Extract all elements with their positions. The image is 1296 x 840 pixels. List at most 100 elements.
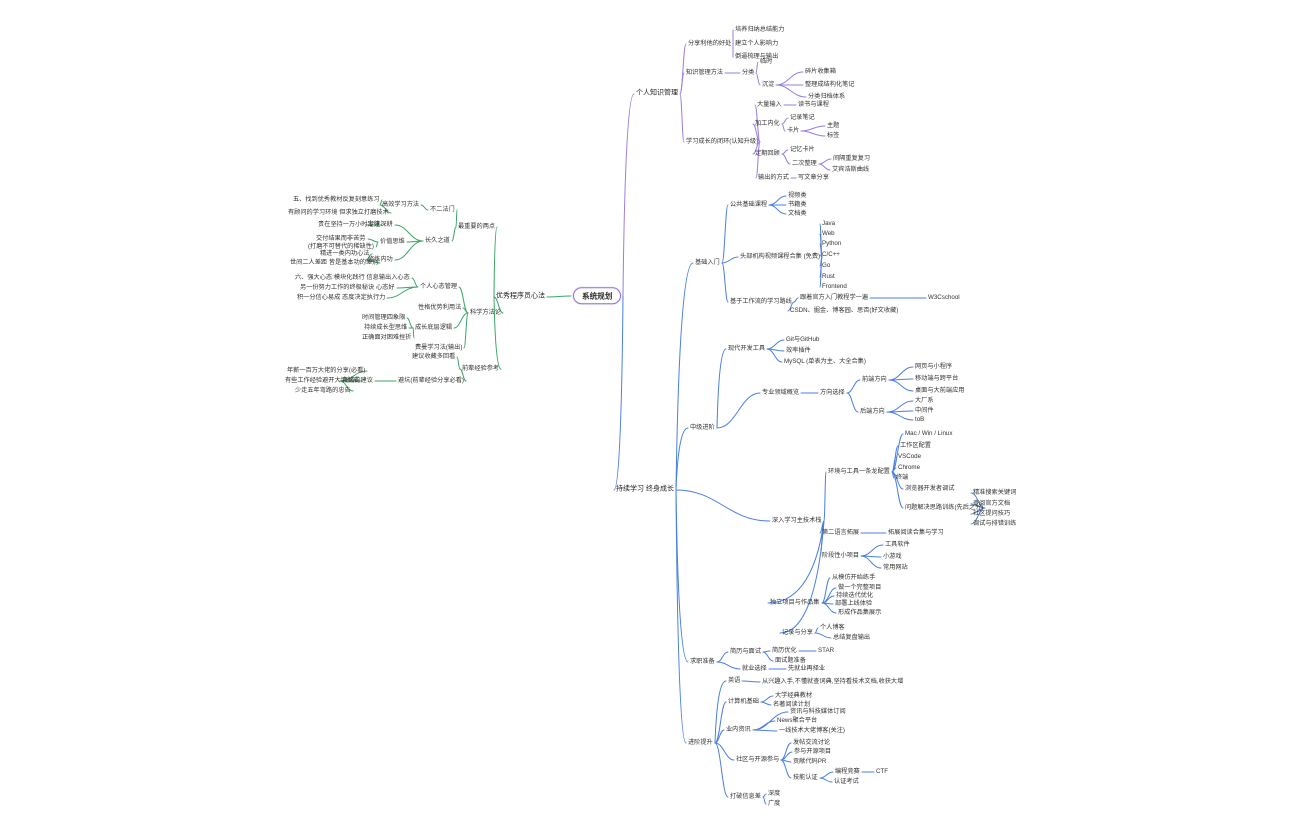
mindmap-node[interactable]: 输出的方式 bbox=[758, 174, 789, 182]
mindmap-node[interactable]: 有些工作经验避开大坑就成 bbox=[285, 377, 360, 385]
mindmap-node[interactable]: News聚合平台 bbox=[777, 717, 818, 725]
mindmap-node[interactable]: STAR bbox=[818, 647, 835, 655]
mindmap-node[interactable]: 个人博客 bbox=[820, 624, 845, 632]
mindmap-node[interactable]: 临时 bbox=[760, 58, 773, 66]
mindmap-node[interactable]: 编程竞赛 bbox=[835, 768, 860, 776]
mindmap-node[interactable]: 中间件 bbox=[915, 407, 934, 415]
mindmap-node[interactable]: 浏览器开发者调试 bbox=[905, 485, 955, 493]
mindmap-node[interactable]: 工具软件 bbox=[885, 541, 910, 549]
mindmap-node[interactable]: VSCode bbox=[898, 453, 922, 461]
mindmap-node[interactable]: 持续迭代优化 bbox=[836, 592, 874, 600]
mindmap-node[interactable]: 视频类 bbox=[788, 192, 807, 200]
mindmap-node[interactable]: 有顾问的学习环境 但求独立打磨技术 bbox=[288, 209, 389, 217]
mindmap-node[interactable]: 桌面与大前端应用 bbox=[915, 387, 965, 395]
mindmap-node[interactable]: CTF bbox=[876, 768, 889, 776]
mindmap-node[interactable]: 认证考试 bbox=[834, 778, 859, 786]
mindmap-node[interactable]: 学习成长的闭环(认知升级) bbox=[686, 138, 759, 146]
mindmap-node[interactable]: 加工内化 bbox=[755, 120, 780, 128]
mindmap-node[interactable]: Python bbox=[822, 240, 842, 248]
mindmap-node[interactable]: 标签 bbox=[827, 132, 840, 140]
mindmap-node[interactable]: 长久之道 bbox=[425, 237, 450, 245]
mindmap-node[interactable]: 分享利他的好处 bbox=[688, 40, 732, 48]
mindmap-node[interactable]: 业内资讯 bbox=[726, 726, 751, 734]
mindmap-node[interactable]: 记录与分享 bbox=[782, 629, 813, 637]
mindmap-node[interactable]: 大量输入 bbox=[757, 101, 782, 109]
mindmap-node[interactable]: 打破信息差 bbox=[730, 793, 761, 801]
mindmap-node[interactable]: Web bbox=[822, 230, 835, 238]
mindmap-node[interactable]: 分类 bbox=[742, 69, 755, 77]
mindmap-node[interactable]: 时间管理四象限 bbox=[362, 314, 406, 322]
mindmap-node[interactable]: 沉淀 bbox=[762, 81, 775, 89]
mindmap-node[interactable]: 真诚的建议 bbox=[342, 377, 373, 385]
mindmap-node[interactable]: 倒逼梳理与输出 bbox=[735, 53, 779, 61]
mindmap-node[interactable]: 资讯与科技媒体订阅 bbox=[790, 708, 846, 716]
mindmap-node[interactable]: 小游戏 bbox=[883, 553, 902, 561]
mindmap-node[interactable]: Java bbox=[822, 220, 836, 228]
mindmap-node[interactable]: 基于工作流的学习路线 bbox=[730, 298, 792, 306]
mindmap-node[interactable]: 现代开发工具 bbox=[728, 345, 766, 353]
mindmap-node[interactable]: 世间二人差距 皆是基本功的差别 bbox=[290, 259, 379, 267]
mindmap-node[interactable]: 调试与排错训练 bbox=[973, 520, 1017, 528]
mindmap-node[interactable]: Chrome bbox=[898, 464, 921, 472]
mindmap-node[interactable]: 简历优化 bbox=[772, 647, 797, 655]
mindmap-node[interactable]: Mac / Win / Linux bbox=[905, 430, 953, 438]
mindmap-node[interactable]: 查阅官方文档 bbox=[973, 500, 1011, 508]
mindmap-node[interactable]: 一线技术大佬博客(关注) bbox=[779, 727, 845, 735]
mindmap-node[interactable]: 分类归档体系 bbox=[808, 93, 846, 101]
mindmap-node[interactable]: 间隔重复复习 bbox=[833, 155, 871, 163]
mindmap-node[interactable]: toB bbox=[915, 416, 925, 424]
mindmap-node[interactable]: 网页与小程序 bbox=[915, 363, 953, 371]
mindmap-node[interactable]: 名著阅读计划 bbox=[773, 701, 811, 709]
mindmap-node[interactable]: 另一份努力工作的终极秘诀 心态好 bbox=[300, 284, 395, 292]
mindmap-node[interactable]: 简历与面试 bbox=[730, 648, 761, 656]
mindmap-node[interactable]: 主题 bbox=[827, 122, 840, 130]
mindmap-node[interactable]: (打磨不可替代的稀缺性) bbox=[308, 243, 374, 251]
mindmap-node[interactable]: 书籍类 bbox=[788, 201, 807, 209]
mindmap-node[interactable]: 个人知识管理 bbox=[636, 89, 678, 97]
mindmap-node[interactable]: 碎片收集箱 bbox=[805, 68, 836, 76]
mindmap-node[interactable]: 前辈经验参考 bbox=[462, 365, 500, 373]
mindmap-node[interactable]: 高效学习方法 bbox=[382, 201, 420, 209]
mindmap-node[interactable]: 求职准备 bbox=[690, 658, 715, 666]
mindmap-node[interactable]: 贡献代码PR bbox=[793, 758, 827, 766]
mindmap-node[interactable]: 建立个人影响力 bbox=[735, 40, 779, 48]
mindmap-node[interactable]: 公共基础课程 bbox=[730, 201, 768, 209]
mindmap-node[interactable]: CSDN、掘金、博客园、思否(好文收藏) bbox=[790, 307, 899, 315]
mindmap-node[interactable]: 读书与课程 bbox=[798, 101, 829, 109]
mindmap-node[interactable]: 发帖交流讨论 bbox=[793, 739, 831, 747]
mindmap-node[interactable]: 环境与工具一条龙配置 bbox=[828, 468, 890, 476]
mindmap-node[interactable]: 形成作品集展示 bbox=[838, 609, 882, 617]
mindmap-node[interactable]: 写文章分享 bbox=[798, 174, 829, 182]
mindmap-node[interactable]: 从模仿开始练手 bbox=[832, 574, 876, 582]
mindmap-node[interactable]: 不二法门 bbox=[430, 206, 455, 214]
mindmap-node[interactable]: W3Cschool bbox=[928, 294, 960, 302]
mindmap-node[interactable]: 面试题准备 bbox=[775, 657, 806, 665]
mindmap-node[interactable]: 少走五年弯路的忠告 bbox=[295, 387, 351, 395]
mindmap-node[interactable]: 正确面对困难挫折 bbox=[362, 334, 412, 342]
mindmap-node[interactable]: 卡片 bbox=[787, 127, 800, 135]
mindmap-node[interactable]: 就业选择 bbox=[742, 665, 767, 673]
mindmap-node[interactable]: 记录笔记 bbox=[790, 114, 815, 122]
mindmap-node[interactable]: 社区提问技巧 bbox=[973, 510, 1011, 518]
mindmap-node[interactable]: 交付结果而非苦劳 bbox=[316, 235, 366, 243]
mindmap-node[interactable]: 文档类 bbox=[788, 210, 807, 218]
mindmap-node[interactable]: 价值思维 bbox=[380, 238, 405, 246]
mindmap-node[interactable]: 贵在坚持一万小时定律 bbox=[318, 221, 380, 229]
mindmap-node[interactable]: 问题解决思路训练(先后之分) bbox=[905, 504, 984, 512]
mindmap-node[interactable]: 移动端与跨平台 bbox=[915, 375, 959, 383]
mindmap-node[interactable]: 中级进阶 bbox=[690, 424, 715, 432]
mindmap-node[interactable]: 二次整理 bbox=[792, 160, 817, 168]
mindmap-node[interactable]: 广度 bbox=[768, 800, 781, 808]
mindmap-node[interactable]: 从兴趣入手,不懂就查词典,坚持看技术文档,收获大增 bbox=[762, 678, 904, 686]
mindmap-node[interactable]: 做一个完整项目 bbox=[838, 584, 882, 592]
mindmap-node[interactable]: 跟着官方入门教程学一遍 bbox=[800, 294, 869, 302]
central-topic[interactable]: 系统规划 bbox=[573, 287, 622, 305]
mindmap-node[interactable]: 后端方向 bbox=[860, 408, 885, 416]
mindmap-node[interactable]: Frontend bbox=[822, 283, 847, 291]
mindmap-node[interactable]: 工作区配置 bbox=[900, 442, 931, 450]
mindmap-node[interactable]: 积一分信心易成 态度决定执行力 bbox=[297, 294, 386, 302]
mindmap-node[interactable]: Rust bbox=[822, 273, 835, 281]
mindmap-node[interactable]: 知识管理方法 bbox=[686, 69, 724, 77]
mindmap-node[interactable]: 头部机构视频课程合集 (免费) bbox=[740, 253, 821, 261]
mindmap-node[interactable]: 定期回顾 bbox=[755, 150, 780, 158]
